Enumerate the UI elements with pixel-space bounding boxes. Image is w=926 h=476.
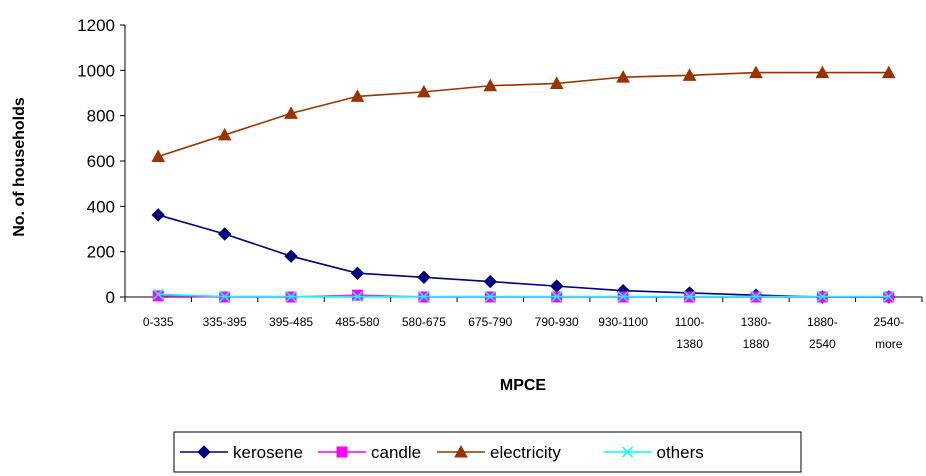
data-point-electricity (682, 68, 697, 81)
x-tick-label: 1100- (675, 315, 705, 329)
data-point-kerosene (217, 227, 232, 241)
data-point-others (617, 291, 629, 303)
x-axis-ticks: 0-335 335-395 395-485 485-580 580-675 675-790… (124, 297, 923, 351)
data-point-kerosene (284, 249, 298, 263)
x-tick-label: 1380 (676, 337, 703, 351)
data-point-others (219, 291, 231, 303)
data-point-kerosene (151, 208, 165, 222)
legend-item-electricity: electricity (437, 443, 561, 462)
data-point-kerosene (350, 266, 365, 280)
legend-marker-candle (336, 446, 348, 458)
data-point-others (684, 291, 696, 303)
series-others (152, 288, 895, 303)
data-point-others (418, 291, 430, 303)
x-tick-label: 1880 (743, 337, 770, 351)
data-point-electricity (616, 70, 630, 83)
y-tick-label: 600 (87, 152, 115, 171)
y-tick-label: 0 (106, 288, 115, 307)
y-axis-title: No. of households (11, 97, 28, 237)
series-electricity (151, 65, 896, 162)
series-layer (151, 65, 896, 304)
data-point-electricity (284, 106, 298, 119)
x-tick-label: 930-1100 (598, 315, 648, 329)
x-tick-label: 1880- (807, 315, 838, 329)
x-tick-label: more (875, 337, 903, 351)
data-point-others (750, 291, 762, 303)
x-tick-label: 675-790 (468, 315, 512, 329)
data-point-others (484, 291, 496, 303)
data-point-others (551, 291, 563, 303)
data-point-others (816, 291, 828, 303)
legend-label-electricity: electricity (490, 443, 561, 462)
x-tick-label: 2540- (873, 315, 904, 329)
x-tick-label: 790-930 (535, 315, 579, 329)
y-tick-label: 1000 (77, 61, 115, 80)
legend: kerosene candle electricity others (173, 431, 802, 473)
data-point-others (152, 288, 164, 300)
y-tick-label: 800 (87, 107, 115, 126)
x-tick-label: 335-395 (203, 315, 247, 329)
data-point-electricity (483, 78, 498, 92)
data-point-others (883, 291, 895, 303)
data-point-others (285, 291, 297, 303)
data-point-kerosene (483, 274, 497, 289)
data-point-electricity (815, 65, 830, 79)
x-tick-label: 485-580 (335, 315, 379, 329)
data-point-electricity (417, 84, 431, 98)
y-tick-label: 1200 (77, 16, 115, 35)
series-line-kerosene (157, 214, 889, 298)
y-tick-label: 400 (87, 197, 115, 216)
legend-label-candle: candle (371, 443, 421, 462)
data-point-electricity (151, 149, 166, 162)
data-point-kerosene (417, 270, 431, 284)
data-point-electricity (749, 65, 763, 79)
x-tick-label: 0-335 (143, 315, 174, 329)
legend-item-others: others (603, 443, 704, 462)
data-point-electricity (217, 127, 232, 141)
data-point-candle (351, 289, 363, 301)
data-point-electricity (549, 76, 564, 89)
series-line-electricity (157, 71, 889, 158)
data-point-kerosene (550, 279, 564, 293)
legend-marker-others (621, 446, 634, 458)
legend-marker-electricity (454, 444, 468, 458)
legend-label-kerosene: kerosene (233, 443, 303, 462)
x-tick-label: 2540 (809, 337, 836, 351)
y-axis-ticks: 0 200 400 600 800 1000 1200 (77, 16, 125, 307)
axes (124, 25, 922, 298)
x-tick-label: 395-485 (269, 315, 313, 329)
series-line-others (158, 293, 889, 298)
legend-item-kerosene: kerosene (180, 443, 303, 462)
series-kerosene (151, 208, 896, 304)
data-point-others (351, 291, 363, 303)
data-point-electricity (350, 89, 365, 102)
y-tick-label: 200 (87, 243, 115, 262)
x-tick-label: 1380- (741, 315, 772, 329)
x-tick-label: 580-675 (402, 315, 446, 329)
legend-label-others: others (657, 443, 704, 462)
legend-box (173, 431, 802, 473)
data-point-electricity (881, 65, 896, 79)
x-axis-title: MPCE (500, 377, 547, 394)
legend-marker-kerosene (197, 445, 211, 459)
legend-item-candle: candle (318, 443, 421, 462)
data-point-candle (152, 290, 164, 302)
